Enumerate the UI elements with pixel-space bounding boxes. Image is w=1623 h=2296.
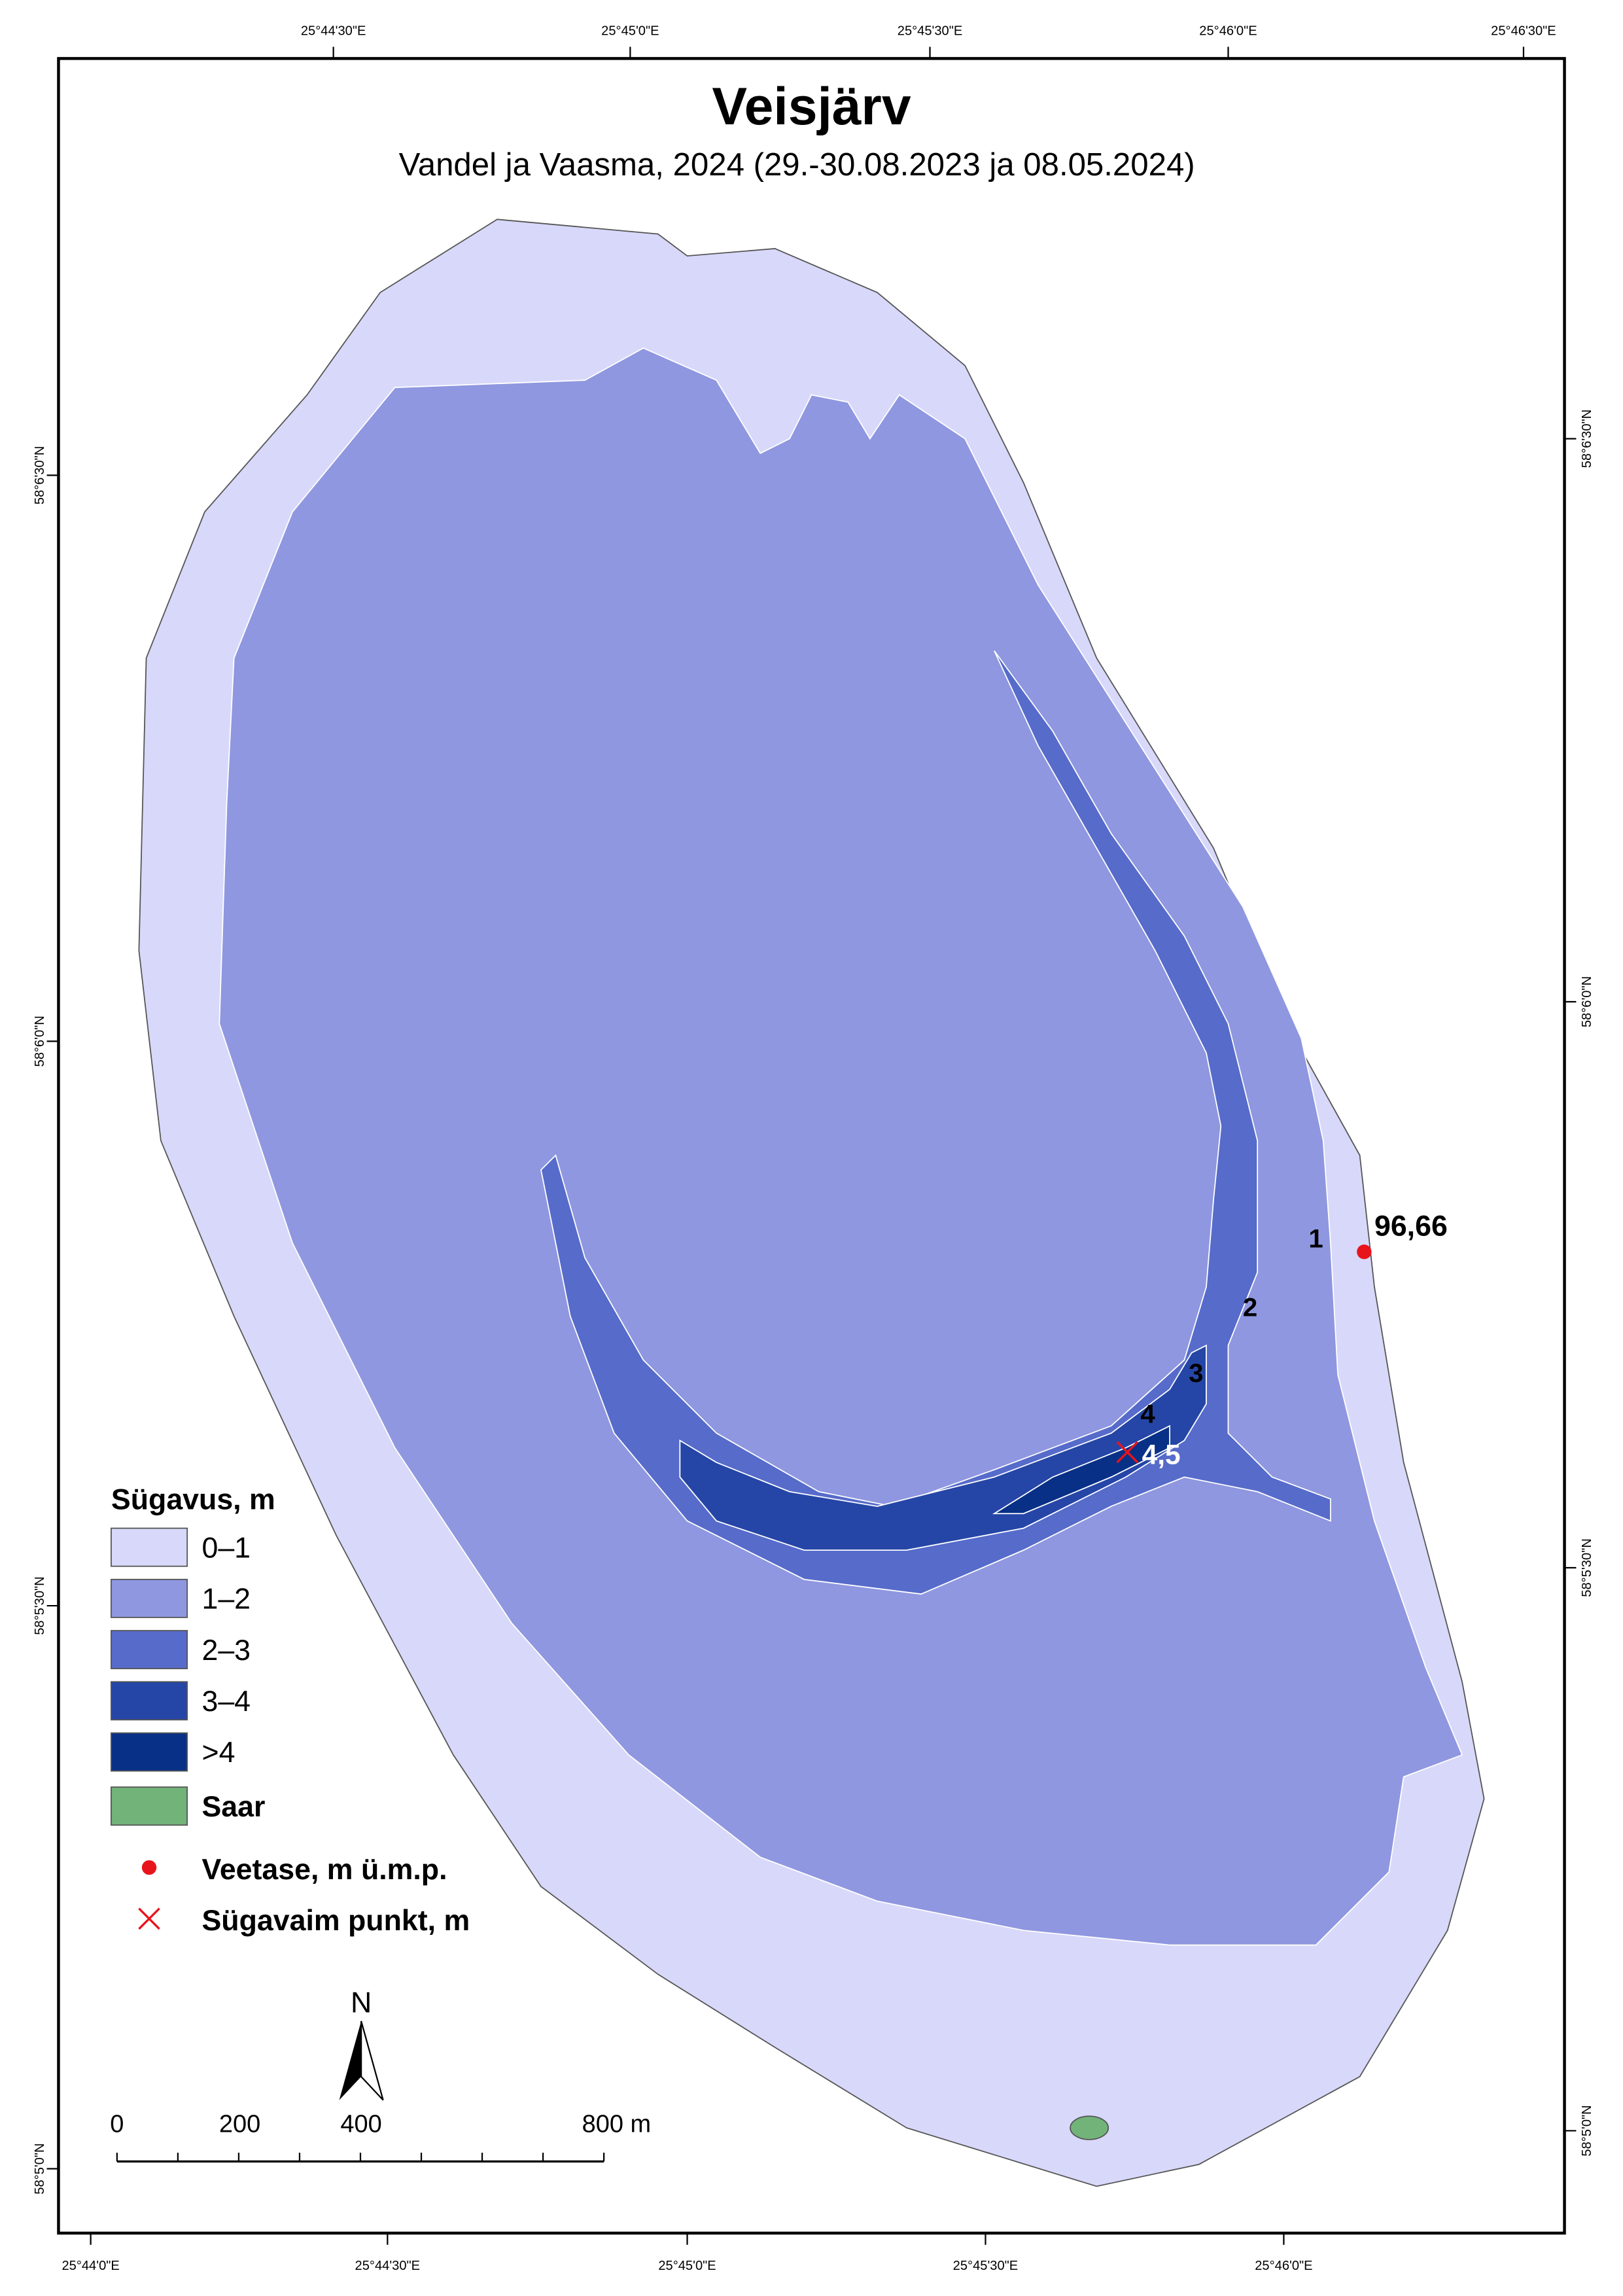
coord-label: 25°44'30"E	[355, 2259, 421, 2273]
legend-label: Veetase, m ü.m.p.	[201, 1854, 447, 1886]
depth-3-4	[679, 1344, 1207, 1551]
legend-swatch	[111, 1578, 188, 1618]
lake	[138, 219, 1485, 2187]
legend-swatch	[111, 1527, 188, 1567]
legend-label: Saar	[201, 1791, 265, 1823]
north-label: N	[351, 1987, 372, 2019]
depth-over-4	[992, 1424, 1170, 1515]
cross-line	[1116, 1441, 1139, 1464]
legend-swatch	[111, 1732, 188, 1772]
arrow-half	[360, 2021, 384, 2101]
coord-label: 25°44'0"E	[61, 2259, 119, 2273]
map-labels: 1 2 3 4 96,66 4,5	[1140, 1210, 1447, 1470]
coord-label: 25°45'30"E	[953, 2259, 1019, 2273]
subtitle: Vandel ja Vaasma, 2024 (29.-30.08.2023 j…	[399, 147, 1195, 183]
deepest-label: 4,5	[1142, 1439, 1181, 1470]
coord-label: 25°44'30"E	[301, 24, 366, 39]
coord-label: 58°6'30"N	[1580, 410, 1594, 468]
legend-swatch	[111, 1630, 188, 1670]
depth-2-3	[540, 650, 1331, 1595]
coord-label: 25°46'0"E	[1255, 2259, 1312, 2273]
legend-swatch	[111, 1681, 188, 1721]
legend-label: 2–3	[201, 1634, 251, 1667]
contour-label: 3	[1189, 1358, 1203, 1388]
legend-label: 0–1	[201, 1532, 251, 1564]
depth-1-2	[218, 347, 1463, 1946]
scale-label: 800 m	[582, 2111, 652, 2138]
legend-label: >4	[201, 1737, 235, 1769]
coord-label: 25°45'0"E	[601, 24, 659, 39]
contour-label: 2	[1243, 1293, 1257, 1322]
legend-symbol	[141, 1860, 157, 1875]
legend-label: 3–4	[201, 1686, 251, 1718]
water-level-label: 96,66	[1374, 1210, 1448, 1243]
map-frame	[57, 57, 1566, 2235]
coord-label: 58°5'30"N	[33, 1576, 47, 1634]
coord-label: 58°6'0"N	[1580, 976, 1594, 1027]
legend-label: 1–2	[201, 1583, 251, 1616]
coord-label: 25°46'0"E	[1199, 24, 1257, 39]
coord-label: 58°5'0"N	[33, 2143, 47, 2194]
legend-label: Sügavaim punkt, m	[201, 1905, 470, 1937]
coord-label: 25°45'0"E	[658, 2259, 716, 2273]
scale-label: 0	[110, 2111, 124, 2138]
coord-label: 58°5'0"N	[1580, 2105, 1594, 2156]
title: Veisjärv	[712, 77, 911, 136]
legend-title: Sügavus, m	[111, 1484, 275, 1516]
coord-label: 25°46'30"E	[1491, 24, 1556, 39]
scale-label: 200	[219, 2111, 260, 2138]
scale-bar: 0 200 400 800 m	[110, 2111, 652, 2163]
coord-label: 58°5'30"N	[1580, 1538, 1594, 1597]
contour-label: 4	[1140, 1400, 1155, 1429]
coord-label: 58°6'0"N	[33, 1016, 47, 1067]
scale-label: 400	[340, 2111, 381, 2138]
contour-label: 1	[1308, 1224, 1323, 1253]
legend-swatch	[111, 1786, 188, 1826]
island	[1070, 2115, 1109, 2140]
coord-label: 58°6'30"N	[33, 446, 47, 504]
water-level-point	[1357, 1245, 1372, 1260]
coord-label: 25°45'30"E	[898, 24, 963, 39]
legend: Sügavus, m 0–1 1–2 2–3 3–4 >4 Saar Veetase, m …	[111, 1484, 470, 1937]
deepest-point	[1116, 1441, 1139, 1464]
legend-symbol	[138, 1907, 160, 1930]
